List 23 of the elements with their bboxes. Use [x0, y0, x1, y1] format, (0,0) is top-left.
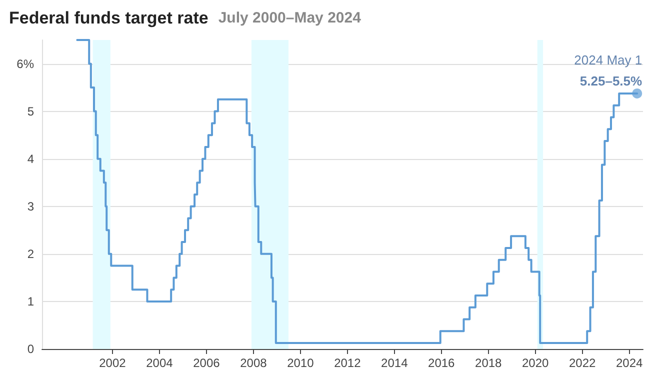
x-tick-label: 2012: [334, 356, 362, 370]
x-tick-label: 2024: [616, 356, 643, 370]
y-tick-label: 4: [27, 152, 34, 166]
x-tick-label: 2002: [99, 356, 126, 370]
x-tick-label: 2016: [428, 356, 456, 370]
x-tick-label: 2008: [240, 356, 268, 370]
chart-subtitle: July 2000–May 2024: [218, 10, 362, 26]
annotation: 5.25–5.5%: [580, 73, 643, 88]
chart-title: Federal funds target rate: [9, 8, 208, 28]
x-tick-label: 2004: [146, 356, 174, 370]
annotation: 2024 May 1: [574, 52, 642, 68]
x-tick-label: 2018: [475, 356, 502, 370]
y-tick-label: 1: [27, 294, 34, 308]
y-tick-label: 5: [27, 104, 34, 118]
x-tick-label: 2014: [381, 356, 408, 370]
x-tick-label: 2020: [522, 356, 550, 370]
y-tick-label: 0: [27, 342, 34, 356]
x-tick-label: 2022: [568, 356, 596, 370]
y-tick-label: 2: [27, 246, 34, 261]
x-tick-label: 2006: [193, 356, 220, 370]
y-tick-label: 6%: [16, 56, 34, 71]
x-tick-label: 2010: [287, 356, 314, 370]
y-tick-label: 3: [27, 199, 34, 214]
